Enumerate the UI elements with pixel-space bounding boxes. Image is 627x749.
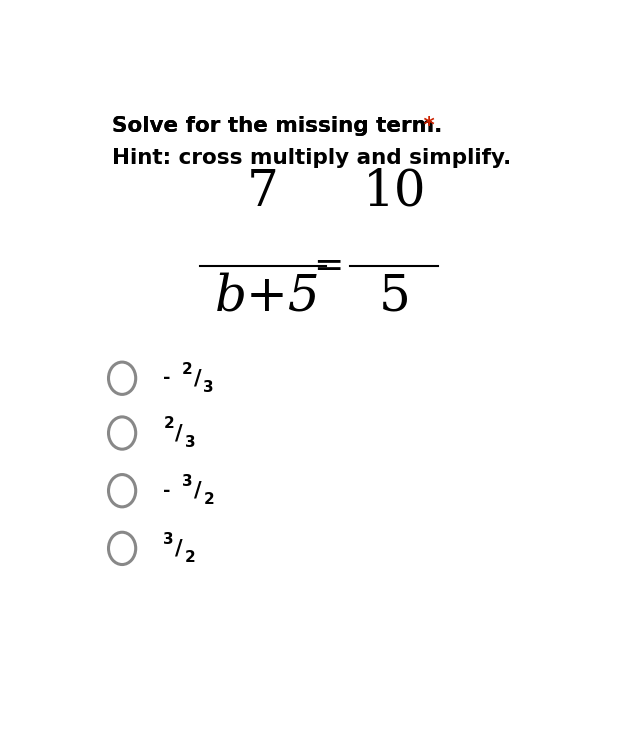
Text: =: =	[314, 249, 344, 283]
Text: /: /	[175, 423, 182, 443]
Text: /: /	[194, 369, 201, 388]
Text: 3: 3	[164, 532, 174, 547]
Text: Solve for the missing term. *: Solve for the missing term. *	[112, 116, 461, 136]
Text: 10: 10	[362, 167, 426, 216]
Text: Hint: cross multiply and simplify.: Hint: cross multiply and simplify.	[112, 148, 512, 168]
Text: /: /	[194, 481, 201, 501]
Text: Solve for the missing term.: Solve for the missing term.	[112, 116, 443, 136]
Text: 7: 7	[247, 167, 279, 216]
Text: -: -	[164, 369, 177, 387]
Text: 2: 2	[185, 550, 196, 565]
Text: 2: 2	[182, 362, 192, 377]
Text: Solve for the missing term.: Solve for the missing term.	[112, 116, 443, 136]
Text: b+5: b+5	[215, 272, 321, 321]
Text: 3: 3	[185, 434, 196, 449]
Text: *: *	[416, 116, 435, 136]
Text: -: -	[164, 482, 177, 500]
Text: /: /	[175, 539, 182, 559]
Text: 3: 3	[203, 380, 214, 395]
Text: 2: 2	[203, 492, 214, 507]
Text: 3: 3	[182, 474, 192, 489]
Text: 2: 2	[164, 416, 174, 431]
Text: 5: 5	[378, 272, 410, 321]
